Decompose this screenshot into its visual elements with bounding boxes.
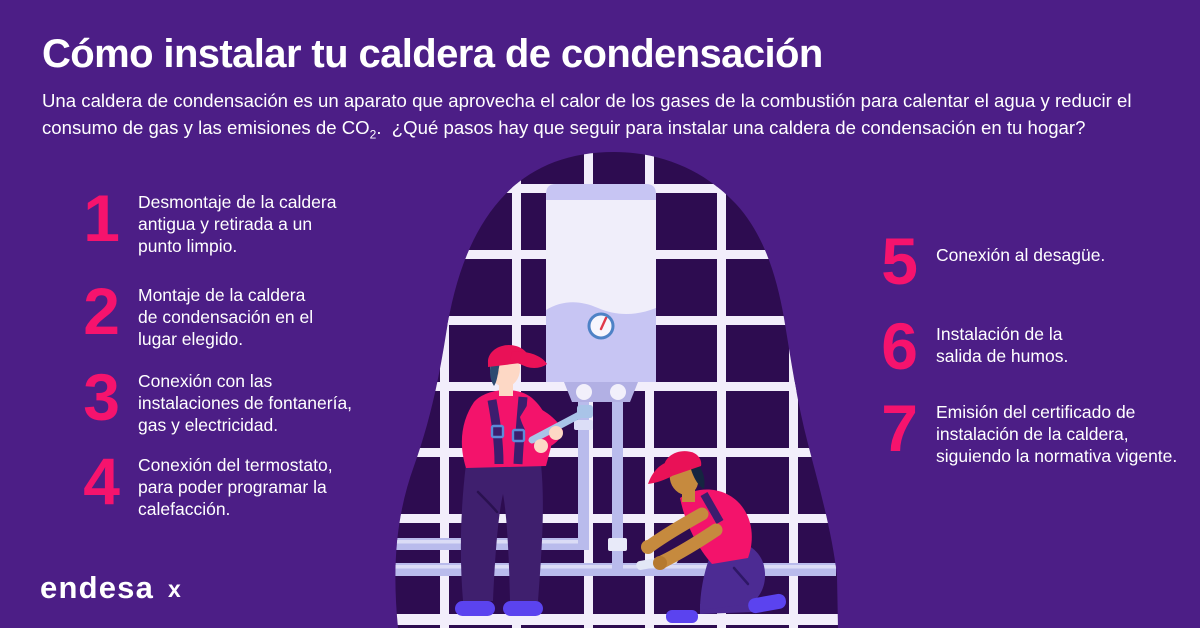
condensation-boiler [546,184,656,402]
step-number: 6 [881,309,918,383]
step-text: Conexión con las instalaciones de fontan… [138,371,353,435]
step-text: Montaje de la caldera de condensación en… [138,285,314,349]
step-item-5: 5 Conexión al desagüe. [858,228,1186,294]
step-item-1: 1 Desmontaje de la caldera antigua y ret… [60,185,388,257]
step-item-2: 2 Montaje de la caldera de condensación … [60,278,388,350]
step-item-6: 6 Instalación de la salida de humos. [858,313,1186,379]
step-text: Emisión del certificado de instalación d… [936,402,1178,466]
step-text: Conexión al desagüe. [936,245,1106,265]
subtitle-line-2-end: . ¿Qué pasos hay que seguir para instala… [376,117,1086,138]
step-number: 1 [83,181,120,255]
subtitle-line-2: consumo de gas y las emisiones de CO [42,117,370,138]
technician-kneeling [636,451,786,623]
wrench-standing [528,405,593,444]
step-number: 5 [881,224,918,298]
technician-standing [455,344,593,616]
co2-subscript: 2 [369,127,377,142]
subtitle-line-1: Una caldera de condensación es un aparat… [42,90,1132,111]
step-item-7: 7 Emisión del certificado de instalación… [858,395,1186,467]
step-text: Desmontaje de la caldera antigua y retir… [138,192,337,256]
step-text: Conexión del termostato, para poder prog… [138,455,333,519]
endesa-x-mark: x [168,575,181,602]
step-number: 7 [881,391,918,465]
step-number: 4 [83,444,120,518]
step-number: 3 [83,360,120,434]
step-item-3: 3 Conexión con las instalaciones de font… [60,364,388,436]
step-text: Instalación de la salida de humos. [936,324,1069,366]
page-title: Cómo instalar tu caldera de condensación [42,32,823,76]
step-number: 2 [83,274,120,348]
pressure-gauge [587,312,615,340]
step-item-4: 4 Conexión del termostato, para poder pr… [60,448,388,520]
endesa-wordmark: endesa [40,570,155,605]
page-subtitle: Una caldera de condensación es un aparat… [42,87,1172,141]
endesa-logo: endesa x [40,570,181,606]
